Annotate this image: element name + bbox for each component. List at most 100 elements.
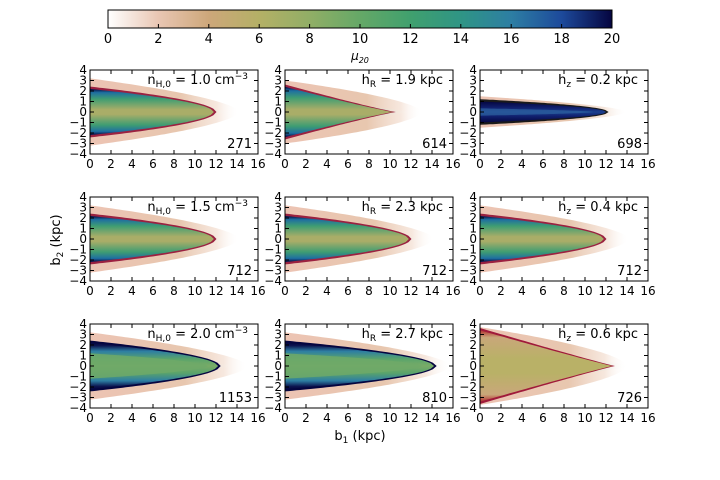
x-tick-label: 6: [344, 157, 352, 171]
panel-heatmap: [480, 205, 630, 273]
x-tick-label: 4: [518, 411, 526, 425]
y-tick-label: 3: [274, 201, 282, 215]
y-tick-label: −4: [264, 274, 282, 288]
y-tick-label: −3: [69, 264, 87, 278]
colorbar-tick-label: 14: [453, 32, 470, 47]
colorbar: 0 2 4 6 8 10 12 14 16 18 20 μ20: [104, 9, 620, 65]
panel-heatmap: [90, 78, 240, 146]
y-tick-label: 4: [79, 63, 87, 77]
x-tick-label: 2: [497, 284, 505, 298]
y-tick-label: 1: [469, 222, 477, 236]
x-tick-label: 14: [424, 157, 439, 171]
x-tick-label: 2: [302, 284, 310, 298]
panel-label: nH,0 = 2.0 cm−3: [147, 326, 248, 344]
y-tick-label: 3: [79, 201, 87, 215]
core-region: [480, 215, 604, 263]
panel-heatmap: [90, 205, 240, 273]
y-tick-label: −1: [264, 116, 282, 130]
y-tick-label: 1: [469, 349, 477, 363]
x-tick-label: 12: [208, 411, 223, 425]
x-tick-label: 10: [577, 411, 592, 425]
colorbar-tick-label: 4: [205, 32, 213, 47]
x-tick-label: 6: [344, 411, 352, 425]
x-tick-label: 14: [424, 284, 439, 298]
y-tick-label: 0: [469, 359, 477, 373]
x-tick-label: 6: [149, 411, 157, 425]
x-tick-label: 14: [229, 157, 244, 171]
y-tick-label: 2: [469, 84, 477, 98]
panel-heatmap: [90, 332, 248, 400]
y-tick-label: −4: [264, 401, 282, 415]
y-tick-label: 2: [79, 338, 87, 352]
x-tick-label: 12: [208, 157, 223, 171]
x-tick-label: 16: [640, 411, 655, 425]
core-region: [285, 215, 409, 263]
y-tick-label: 4: [79, 190, 87, 204]
y-tick-label: −2: [264, 253, 282, 267]
y-tick-label: −3: [459, 391, 477, 405]
x-tick-label: 2: [497, 157, 505, 171]
y-tick-label: −3: [459, 264, 477, 278]
y-tick-label: −1: [69, 243, 87, 257]
panel-label: hz = 0.4 kpc: [558, 200, 638, 217]
x-tick-label: 8: [560, 157, 568, 171]
panel-heatmap: [285, 205, 435, 273]
panel-count: 1153: [219, 391, 252, 406]
x-tick-label: 14: [619, 284, 634, 298]
x-tick-label: 4: [323, 157, 331, 171]
x-tick-label: 10: [382, 157, 397, 171]
x-tick-label: 4: [128, 411, 136, 425]
panel-count: 614: [422, 137, 447, 152]
x-tick-label: 8: [170, 411, 178, 425]
panel-count: 726: [617, 391, 642, 406]
y-tick-label: 4: [469, 190, 477, 204]
y-tick-label: −2: [69, 126, 87, 140]
y-tick-label: 1: [274, 349, 282, 363]
panel-label: hR = 2.7 kpc: [362, 327, 443, 344]
y-tick-label: 0: [79, 359, 87, 373]
y-tick-label: −1: [459, 116, 477, 130]
colorbar-tick-label: 6: [255, 32, 263, 47]
x-tick-label: 12: [598, 411, 613, 425]
x-tick-label: 10: [577, 157, 592, 171]
x-tick-label: 0: [476, 411, 484, 425]
x-tick-label: 4: [518, 284, 526, 298]
x-tick-label: 16: [250, 411, 265, 425]
panel-heatmap: [480, 327, 630, 405]
y-tick-label: −4: [264, 147, 282, 161]
panel-count: 698: [617, 137, 642, 152]
x-tick-label: 0: [281, 157, 289, 171]
x-tick-label: 2: [302, 411, 310, 425]
core-region: [480, 330, 613, 402]
x-tick-label: 6: [149, 284, 157, 298]
y-tick-label: 4: [274, 190, 282, 204]
x-tick-label: 10: [577, 284, 592, 298]
x-tick-label: 6: [149, 157, 157, 171]
y-tick-label: −2: [459, 380, 477, 394]
x-tick-label: 14: [424, 411, 439, 425]
y-tick-label: −1: [69, 116, 87, 130]
y-tick-label: 0: [79, 232, 87, 246]
x-tick-label: 6: [539, 157, 547, 171]
x-axis-label: b1 (kpc): [334, 429, 385, 446]
y-tick-label: −3: [264, 137, 282, 151]
x-tick-label: 4: [323, 284, 331, 298]
y-tick-label: −1: [264, 243, 282, 257]
x-tick-label: 2: [107, 157, 115, 171]
x-tick-label: 16: [250, 284, 265, 298]
y-tick-label: −2: [459, 126, 477, 140]
x-tick-label: 0: [86, 157, 94, 171]
x-tick-label: 6: [539, 411, 547, 425]
x-tick-label: 8: [170, 157, 178, 171]
y-tick-label: 3: [79, 328, 87, 342]
panel-heatmap: [480, 96, 627, 128]
y-tick-label: 0: [469, 105, 477, 119]
colorbar-tick-label: 2: [154, 32, 162, 47]
y-tick-label: 1: [274, 222, 282, 236]
x-tick-label: 4: [128, 157, 136, 171]
x-tick-label: 12: [598, 157, 613, 171]
